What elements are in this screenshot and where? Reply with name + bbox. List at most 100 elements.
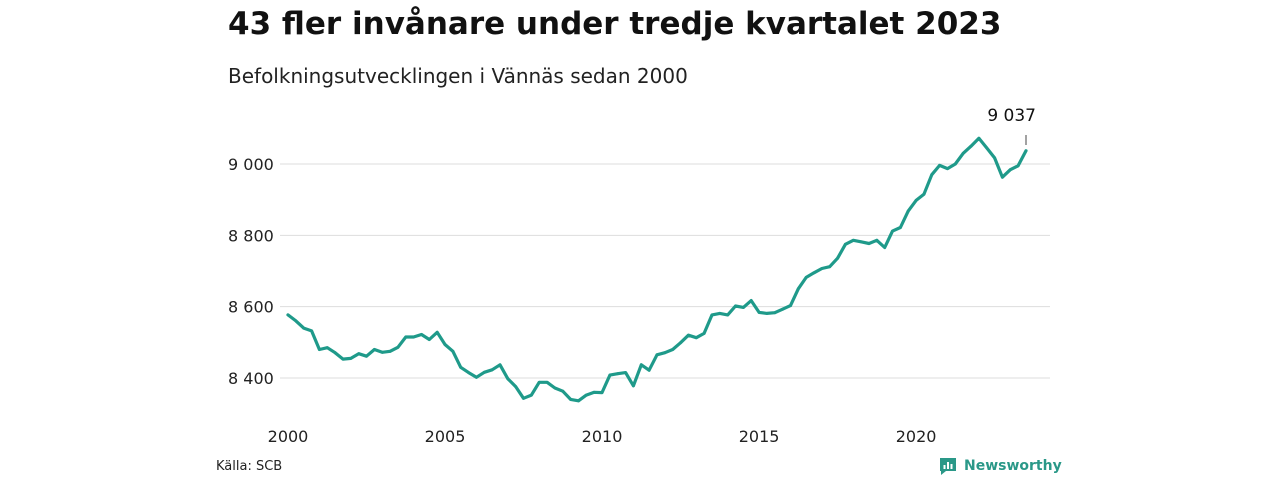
data-point <box>341 357 345 361</box>
data-point <box>702 332 706 335</box>
data-point <box>812 271 816 275</box>
data-point <box>584 393 588 397</box>
data-point <box>577 399 580 403</box>
data-point <box>443 343 447 346</box>
data-point <box>310 329 313 333</box>
y-tick-label: 8 600 <box>228 298 274 317</box>
x-tick-label: 2020 <box>896 427 937 446</box>
data-point <box>828 265 832 269</box>
data-point <box>961 151 965 155</box>
data-point <box>467 371 470 374</box>
data-point <box>906 209 910 213</box>
data-point <box>1001 175 1004 179</box>
y-tick-label: 8 400 <box>228 369 274 388</box>
data-point <box>482 370 486 374</box>
data-point <box>592 390 596 394</box>
data-point <box>459 365 463 369</box>
data-point <box>781 307 784 311</box>
data-point <box>836 256 839 260</box>
data-point <box>694 336 698 340</box>
data-point <box>545 380 549 384</box>
data-point <box>530 393 533 397</box>
data-point <box>522 396 525 400</box>
data-point <box>946 167 949 171</box>
data-point <box>647 368 651 372</box>
data-point <box>569 398 572 401</box>
data-point <box>718 312 722 315</box>
data-point <box>985 146 989 150</box>
data-point <box>349 357 353 360</box>
data-point <box>663 351 667 355</box>
data-point <box>318 348 321 351</box>
brand-name: Newsworthy <box>964 458 1062 474</box>
data-point <box>969 144 973 148</box>
data-point <box>844 242 847 246</box>
x-tick-label: 2015 <box>739 427 780 446</box>
x-tick-label: 2005 <box>425 427 466 446</box>
data-point <box>710 313 714 317</box>
data-point <box>388 349 392 353</box>
data-point <box>1008 168 1012 172</box>
data-point <box>396 345 400 349</box>
data-point <box>624 371 627 374</box>
x-tick-label: 2000 <box>268 427 309 446</box>
data-point <box>796 287 800 291</box>
data-point <box>859 240 863 244</box>
data-point <box>1024 149 1028 153</box>
data-point <box>875 238 879 242</box>
data-point <box>891 229 894 233</box>
data-point <box>420 333 423 336</box>
y-axis-ticks: 8 400 8 600 8 800 9 000 <box>228 155 274 388</box>
newsworthy-logo-icon <box>940 458 956 475</box>
data-point <box>734 304 737 308</box>
data-point <box>922 192 926 196</box>
data-point <box>1016 164 1020 168</box>
data-point <box>286 313 290 317</box>
data-point <box>412 335 415 339</box>
data-point <box>435 330 439 334</box>
data-point <box>506 377 510 381</box>
data-point <box>475 375 478 379</box>
brand-logo[interactable]: Newsworthy <box>938 456 1062 476</box>
annotation-layer: 9 037 <box>987 106 1036 145</box>
data-point <box>639 363 643 367</box>
data-point <box>914 199 918 202</box>
data-point <box>993 156 996 160</box>
series-line <box>286 136 1028 403</box>
data-point <box>600 391 604 394</box>
data-point <box>742 306 745 309</box>
data-point <box>325 346 329 350</box>
data-point <box>561 389 565 393</box>
annotation-label: 9 037 <box>987 106 1036 126</box>
data-point <box>953 162 957 166</box>
data-point <box>726 313 730 317</box>
data-point <box>820 267 824 270</box>
series-layer <box>286 136 1028 403</box>
data-point <box>608 373 612 377</box>
data-point <box>451 349 455 353</box>
data-point <box>294 319 298 323</box>
data-point <box>687 333 690 337</box>
data-point <box>514 385 518 388</box>
data-point <box>302 326 306 330</box>
data-point <box>373 348 376 351</box>
y-tick-label: 8 800 <box>228 226 274 245</box>
x-tick-label: 2010 <box>582 427 623 446</box>
y-tick-label: 9 000 <box>228 155 274 174</box>
data-point <box>553 386 557 390</box>
gridlines <box>280 163 1050 379</box>
data-point <box>867 242 871 245</box>
data-point <box>490 368 494 372</box>
data-point <box>498 363 502 367</box>
data-point <box>380 350 384 354</box>
data-point <box>883 246 887 249</box>
data-point <box>357 352 361 356</box>
data-point <box>632 384 635 388</box>
data-point <box>930 173 934 177</box>
data-point <box>679 341 682 345</box>
chart-subtitle: Befolkningsutvecklingen i Vännäs sedan 2… <box>228 64 688 88</box>
chart-title: 43 fler invånare under tredje kvartalet … <box>228 6 1002 42</box>
data-point <box>427 338 431 341</box>
data-point <box>773 311 777 315</box>
